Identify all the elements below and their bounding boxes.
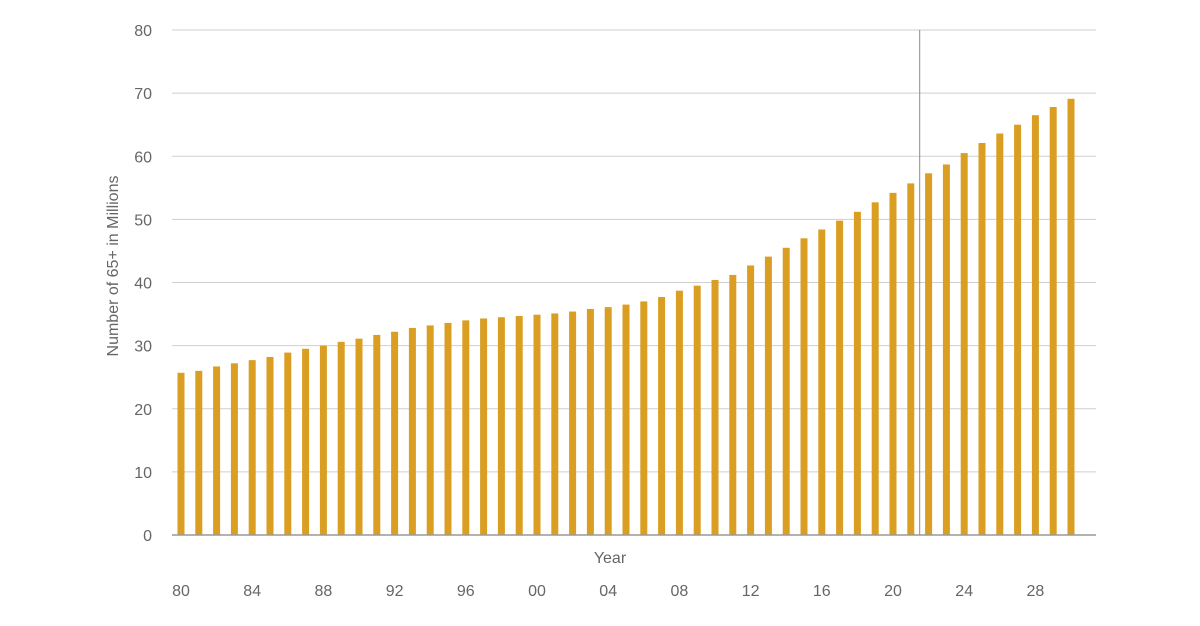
bar-2007	[658, 297, 666, 535]
bar-2029	[1049, 107, 1057, 535]
bar-2004	[604, 307, 612, 535]
bar-2006	[640, 301, 648, 535]
x-tick-label: 12	[742, 583, 760, 600]
bar-2020	[889, 192, 897, 536]
bar-1984	[248, 360, 256, 535]
y-tick-label: 10	[134, 465, 152, 482]
gridlines	[172, 29, 1096, 473]
y-tick-label: 80	[134, 23, 152, 40]
x-tick-label: 00	[528, 583, 546, 600]
bar-2022	[925, 173, 933, 535]
bar-2005	[622, 304, 630, 535]
x-axis-ticks: 80 84 88 92 96 00 04 08 12 16 20 24 28	[172, 583, 1044, 600]
bar-1986	[284, 352, 292, 535]
bar-1982	[213, 366, 221, 535]
x-tick-label: 28	[1027, 583, 1045, 600]
bar-2001	[551, 313, 559, 535]
x-tick-label: 88	[315, 583, 333, 600]
bar-1983	[230, 363, 238, 535]
bar-2009	[693, 285, 701, 535]
bar-2019	[871, 202, 879, 536]
x-tick-label: 04	[599, 583, 617, 600]
bar-2024	[960, 153, 968, 535]
x-axis-title: Year	[594, 550, 627, 567]
y-axis-title: Number of 65+ in Millions	[105, 176, 122, 357]
bar-1995	[444, 322, 452, 535]
bar-1994	[426, 325, 434, 535]
y-tick-label: 50	[134, 212, 152, 229]
bar-2021	[907, 183, 915, 536]
bar-2026	[996, 133, 1004, 535]
x-tick-label: 84	[243, 583, 261, 600]
bar-2003	[586, 309, 594, 535]
bar-2011	[729, 274, 737, 535]
bar-2000	[533, 314, 541, 535]
y-tick-label: 40	[134, 276, 152, 293]
bar-1980	[177, 372, 185, 535]
bar-1992	[391, 331, 399, 535]
x-tick-label: 24	[955, 583, 973, 600]
bar-1987	[302, 348, 310, 535]
y-tick-label: 70	[134, 86, 152, 103]
bar-1997	[480, 318, 488, 535]
bar-2030	[1067, 98, 1075, 536]
bar-2028	[1031, 115, 1039, 535]
bar-2013	[764, 256, 772, 535]
bar-1996	[462, 320, 470, 535]
x-tick-label: 80	[172, 583, 190, 600]
x-tick-label: 96	[457, 583, 475, 600]
x-tick-label: 92	[386, 583, 404, 600]
x-tick-label: 08	[671, 583, 689, 600]
bar-1999	[515, 315, 523, 535]
bar-2023	[942, 164, 950, 536]
bar-2015	[800, 238, 808, 535]
bar-2008	[675, 290, 683, 535]
bar-1990	[355, 338, 363, 535]
bar-1981	[195, 370, 203, 535]
bar-2027	[1014, 124, 1022, 535]
bar-1991	[373, 334, 381, 535]
y-tick-label: 0	[143, 528, 152, 545]
bars	[177, 98, 1075, 536]
bar-2018	[853, 211, 861, 536]
y-tick-label: 30	[134, 339, 152, 356]
bar-2016	[818, 229, 826, 535]
bar-2025	[978, 142, 986, 535]
bar-2017	[836, 220, 844, 535]
bar-2014	[782, 247, 790, 535]
bar-2010	[711, 279, 719, 535]
x-tick-label: 20	[884, 583, 902, 600]
y-axis-ticks: 0 10 20 30 40 50 60 70 80	[134, 23, 152, 545]
bar-2002	[569, 311, 577, 535]
bar-1989	[337, 341, 345, 535]
y-tick-label: 60	[134, 149, 152, 166]
bar-1988	[319, 345, 327, 535]
x-tick-label: 16	[813, 583, 831, 600]
bar-1985	[266, 356, 274, 535]
bar-1993	[408, 327, 416, 535]
bar-1998	[497, 317, 505, 535]
bar-2012	[747, 265, 755, 535]
y-tick-label: 20	[134, 402, 152, 419]
